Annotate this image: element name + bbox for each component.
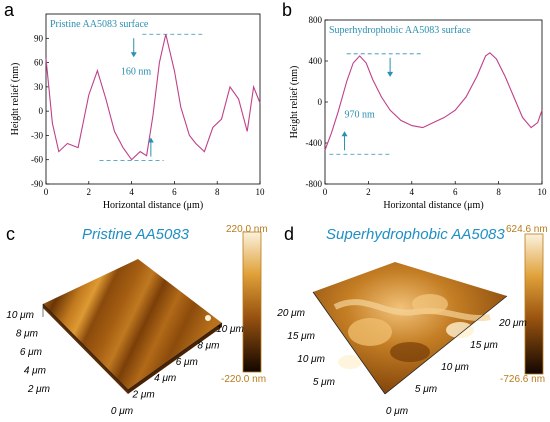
- line-chart-superhydrophobic: 0 2 4 6 8 10 -800 -400 0 400 800 Horizontal distanc…: [289, 15, 548, 211]
- afm-pristine-y-tick-label: 8 μm: [16, 329, 38, 340]
- afm-ridge-superhydrophobic: [333, 299, 491, 321]
- scale-min-pristine: -220.0 nm: [221, 374, 267, 385]
- superhydrophobic-x-tick-label: 6: [453, 187, 458, 197]
- afm-pristine-x-tick-label: 6 μm: [176, 357, 198, 368]
- afm-surface-side-pristine: [128, 323, 222, 394]
- pristine-x-tick-label: 4: [129, 187, 134, 197]
- pristine-down-arrowhead: [130, 52, 137, 58]
- afm-pristine-y-tick-label: 2 μm: [27, 384, 50, 395]
- superhydrophobic-x-tick-label: 4: [410, 187, 415, 197]
- superhydrophobic-x-tick-label: 8: [496, 187, 501, 197]
- afm-pristine-x-tick-label: 4 μm: [154, 373, 176, 384]
- superhydrophobic-plot-frame: [324, 19, 543, 185]
- afm-surface-top-pristine: [43, 259, 222, 390]
- superhydrophobic-down-arrowhead: [387, 71, 394, 77]
- pristine-y-tick-label: -90: [31, 179, 43, 189]
- pristine-y-tick-label: 0: [39, 106, 44, 116]
- afm-pristine-x-tick-label: 8 μm: [197, 340, 219, 351]
- superhydrophobic-profile-line: [324, 52, 543, 151]
- afm-superhydrophobic-x-tick-label: 0 μm: [386, 406, 408, 417]
- afm-surface-top-superhydrophobic: [313, 262, 507, 394]
- pristine-x-tick-label: 8: [215, 187, 220, 197]
- panel-letter-b: b: [282, 0, 293, 20]
- afm-pristine-y-tick-label: 4 μm: [24, 366, 46, 377]
- afm-surface-front-pristine: [43, 304, 128, 394]
- pristine-up-arrowhead: [147, 137, 154, 143]
- afm-pristine-x-tick-label: 10 μm: [216, 324, 244, 335]
- superhydrophobic-y-tick-label: -400: [306, 138, 323, 148]
- pristine-x-tick-label: 6: [172, 187, 177, 197]
- afm-pristine-x-tick-label: 2 μm: [132, 390, 155, 401]
- superhydrophobic-height-annotation: 970 nm: [345, 109, 376, 120]
- superhydrophobic-x-tick-label: 0: [323, 187, 328, 197]
- superhydrophobic-chart-title: Superhydrophobic AA5083 surface: [329, 25, 471, 36]
- afm-superhydrophobic-y-tick-label: 15 μm: [287, 331, 315, 342]
- superhydrophobic-x-axis-label: Horizontal distance (μm): [383, 200, 483, 211]
- pristine-y-axis-label: Height relief (nm): [10, 63, 21, 136]
- afm-superhydrophobic-x-tick-label: 15 μm: [470, 340, 498, 351]
- afm-superhydrophobic-y-tick-label: 5 μm: [313, 377, 335, 388]
- pristine-x-tick-label: 10: [256, 187, 266, 197]
- superhydrophobic-y-tick-label: -800: [306, 179, 323, 189]
- pristine-x-tick-label: 0: [44, 187, 49, 197]
- afm-pristine-y-tick-label: 6 μm: [20, 347, 42, 358]
- panel-letter-d: d: [284, 224, 295, 244]
- afm-title-pristine: Pristine AA5083: [82, 226, 190, 243]
- scale-min-superhydrophobic: -726.6 nm: [500, 374, 546, 385]
- superhydrophobic-y-axis-label: Height relief (nm): [289, 66, 300, 139]
- superhydrophobic-y-tick-label: 800: [309, 15, 323, 25]
- pristine-x-tick-label: 2: [87, 187, 92, 197]
- superhydrophobic-up-arrowhead: [341, 131, 348, 137]
- pristine-profile-line: [45, 34, 261, 161]
- pristine-plot-frame: [45, 13, 261, 185]
- superhydrophobic-x-tick-label: 10: [538, 187, 548, 197]
- afm-superhydrophobic-x-tick-label: 10 μm: [441, 362, 469, 373]
- height-scale-bar-superhydrophobic: [524, 233, 544, 375]
- afm-superhydrophobic-y-tick-label: 10 μm: [297, 354, 325, 365]
- line-chart-pristine: 0 2 4 6 8 10 -90 -60 -30 0 30 60 90 Horizontal distan…: [10, 13, 266, 211]
- superhydrophobic-y-tick-label: 0: [318, 97, 323, 107]
- panel-letter-a: a: [4, 0, 15, 20]
- pristine-height-annotation: 160 nm: [121, 67, 151, 78]
- pristine-y-tick-label: 60: [34, 58, 44, 68]
- superhydrophobic-y-tick-label: 400: [309, 56, 323, 66]
- pristine-y-tick-label: 30: [34, 82, 44, 92]
- superhydrophobic-x-tick-label: 2: [366, 187, 371, 197]
- afm-pristine-y-tick-label: 10 μm: [6, 310, 34, 321]
- afm-pristine-x-tick-label: 0 μm: [111, 406, 133, 417]
- pristine-y-tick-label: -60: [31, 155, 43, 165]
- afm-superhydrophobic-y-tick-label: 20 μm: [276, 308, 305, 319]
- afm-superhydrophobic-x-tick-label: 20 μm: [498, 318, 527, 329]
- scale-max-superhydrophobic: 624.6 nm: [506, 224, 548, 235]
- scale-max-pristine: 220.0 nm: [226, 224, 268, 235]
- panel-letter-c: c: [6, 224, 15, 244]
- pristine-y-tick-label: 90: [34, 33, 44, 43]
- pristine-chart-title: Pristine AA5083 surface: [50, 19, 149, 30]
- pristine-x-axis-label: Horizontal distance (μm): [103, 200, 203, 211]
- height-scale-bar-pristine: [242, 231, 262, 373]
- pristine-y-tick-label: -30: [31, 130, 43, 140]
- afm-title-superhydrophobic: Superhydrophobic AA5083: [326, 226, 505, 243]
- afm-superhydrophobic-x-tick-label: 5 μm: [415, 384, 437, 395]
